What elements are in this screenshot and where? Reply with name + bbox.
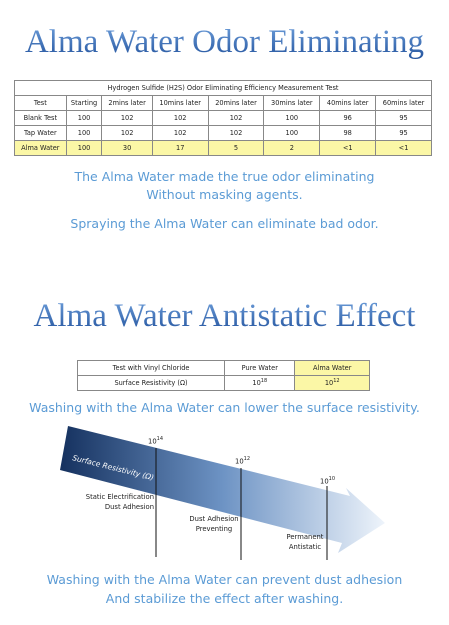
cell: <1 bbox=[375, 140, 432, 156]
cell: Blank Test bbox=[14, 110, 67, 126]
cell: 1012 bbox=[294, 375, 370, 391]
header-cell: 60mins later bbox=[375, 95, 432, 111]
caption: Hydrogen Sulfide (H2S) Odor Eliminating … bbox=[14, 80, 432, 96]
row: Tap Water 100 102 102 102 100 98 95 bbox=[14, 125, 432, 141]
cell: 95 bbox=[375, 125, 432, 141]
cell: 96 bbox=[319, 110, 377, 126]
header-cell: Alma Water bbox=[294, 360, 370, 376]
cell: 102 bbox=[151, 110, 209, 126]
note: Washing with the Alma Water can lower th… bbox=[29, 400, 420, 415]
cell: 100 bbox=[65, 125, 103, 141]
cell: Surface Resistivity (Ω) bbox=[76, 375, 226, 391]
antistatic-table: Test with Vinyl Chloride Pure Water Alma W… bbox=[76, 360, 370, 391]
cell: <1 bbox=[319, 140, 377, 156]
base: 10 bbox=[148, 437, 157, 446]
base: 10 bbox=[235, 457, 244, 466]
header-cell: Starting bbox=[65, 95, 103, 111]
cell: 102 bbox=[101, 110, 153, 126]
cell: 102 bbox=[207, 125, 265, 141]
marker-label: Static Electrification bbox=[85, 493, 154, 501]
cell: 100 bbox=[65, 110, 103, 126]
row: Test Starting 2mins later 10mins later 20min… bbox=[14, 95, 432, 111]
row: Test with Vinyl Chloride Pure Water Alma W… bbox=[76, 360, 370, 376]
cell: 95 bbox=[375, 110, 432, 126]
cell: 2 bbox=[263, 140, 321, 156]
header-cell: 40mins later bbox=[319, 95, 377, 111]
exponent: 14 bbox=[156, 436, 164, 442]
cell: 5 bbox=[207, 140, 265, 156]
diagram: Surface Resistivity (Ω) bbox=[60, 426, 385, 560]
arrow bbox=[60, 426, 385, 553]
note: Without masking agents. bbox=[146, 187, 303, 202]
cell: 100 bbox=[263, 125, 321, 141]
header-cell: Test with Vinyl Chloride bbox=[76, 360, 226, 376]
title: Alma Water Odor Eliminating bbox=[0, 24, 449, 61]
row: Surface Resistivity (Ω) 1018 1012 bbox=[76, 375, 370, 391]
marker-label: Antistatic bbox=[288, 543, 322, 551]
cell: 102 bbox=[207, 110, 265, 126]
marker-label: Preventing bbox=[195, 525, 233, 533]
base: 10 bbox=[324, 379, 334, 388]
row: Alma Water 100 30 17 5 2 <1 <1 bbox=[14, 140, 432, 156]
header-cell: 2mins later bbox=[101, 95, 153, 111]
row: Hydrogen Sulfide (H2S) Odor Eliminating … bbox=[14, 80, 432, 96]
base: 10 bbox=[320, 477, 329, 486]
header-cell: 20mins later bbox=[207, 95, 265, 111]
exponent: 12 bbox=[333, 378, 340, 385]
cell: 100 bbox=[65, 140, 103, 156]
note: Spraying the Alma Water can eliminate ba… bbox=[70, 216, 379, 231]
cell: 98 bbox=[319, 125, 377, 141]
header-cell: 30mins later bbox=[263, 95, 321, 111]
cell: 17 bbox=[151, 140, 209, 156]
note: And stabilize the effect after washing. bbox=[105, 591, 344, 606]
header-cell: 10mins later bbox=[151, 95, 209, 111]
cell: 30 bbox=[101, 140, 153, 156]
marker-value: 1010 bbox=[320, 474, 335, 486]
marker-value: 1012 bbox=[235, 454, 250, 466]
marker-label: Dust Adhesion bbox=[104, 503, 154, 511]
title: Alma Water Antistatic Effect bbox=[0, 298, 449, 335]
base: 10 bbox=[252, 379, 261, 388]
marker-label: Permanent bbox=[286, 533, 324, 541]
cell: Alma Water bbox=[14, 140, 67, 156]
note: Washing with the Alma Water can prevent … bbox=[46, 572, 403, 587]
exponent: 10 bbox=[328, 476, 336, 482]
marker-label: Dust Adhesion bbox=[189, 515, 239, 523]
header-cell: Test bbox=[14, 95, 67, 111]
exponent: 12 bbox=[243, 456, 251, 462]
note: The Alma Water made the true odor elimin… bbox=[74, 169, 375, 184]
cell: Tap Water bbox=[14, 125, 67, 141]
exponent: 18 bbox=[260, 378, 268, 385]
cell: 1018 bbox=[224, 375, 296, 391]
header-cell: Pure Water bbox=[224, 360, 296, 376]
cell: 102 bbox=[101, 125, 153, 141]
row: Blank Test 100 102 102 102 100 96 95 bbox=[14, 110, 432, 126]
cell: 100 bbox=[263, 110, 321, 126]
marker-value: 1014 bbox=[148, 434, 163, 446]
odor-table: Hydrogen Sulfide (H2S) Odor Eliminating … bbox=[14, 80, 432, 156]
cell: 102 bbox=[151, 125, 209, 141]
